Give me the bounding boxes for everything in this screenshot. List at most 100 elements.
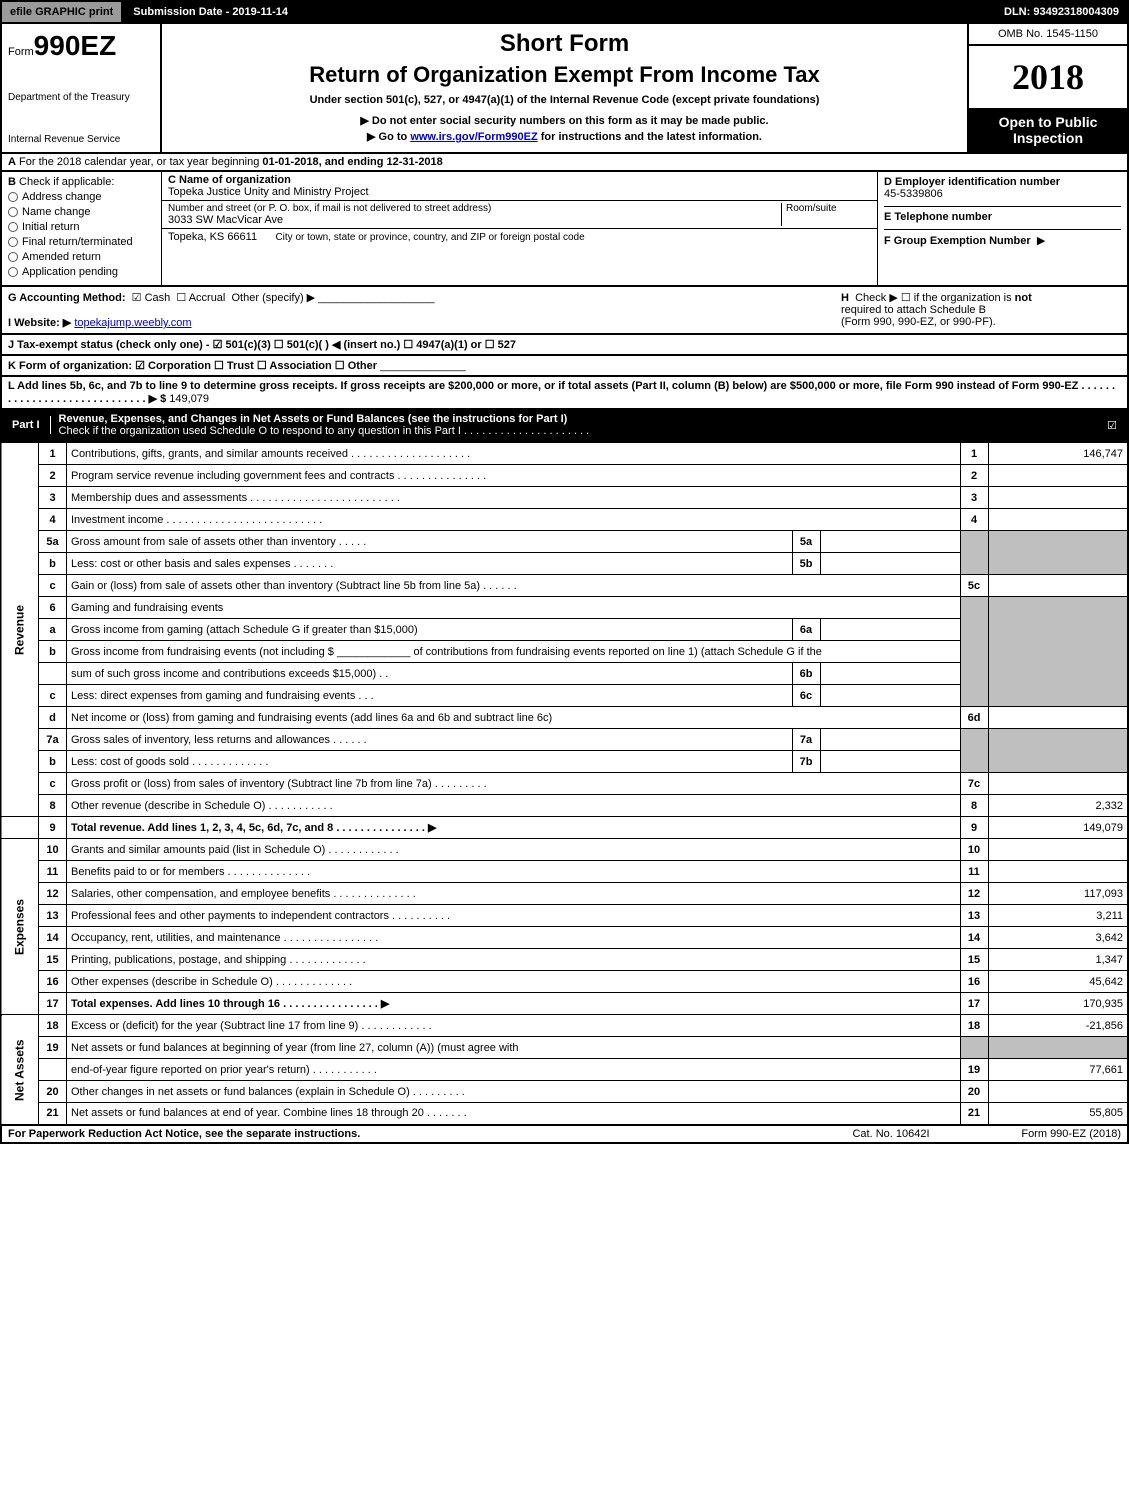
check-application-pending[interactable]: Application pending bbox=[8, 266, 155, 278]
ein-value: 45-5339806 bbox=[884, 188, 943, 200]
j-text: J Tax-exempt status (check only one) - ☑… bbox=[8, 339, 516, 351]
line-5a-desc: Gross amount from sale of assets other t… bbox=[67, 531, 793, 553]
part-1-check-text: Check if the organization used Schedule … bbox=[59, 425, 590, 437]
line-5c-num: c bbox=[39, 575, 67, 597]
grey-19 bbox=[960, 1037, 988, 1059]
line-5c-desc: Gain or (loss) from sale of assets other… bbox=[67, 575, 961, 597]
line-21-box: 21 bbox=[960, 1103, 988, 1125]
street-label: Number and street (or P. O. box, if mail… bbox=[168, 203, 781, 214]
form-code: 990EZ bbox=[34, 30, 117, 61]
org-name: Topeka Justice Unity and Ministry Projec… bbox=[168, 186, 369, 198]
side-revenue: Revenue bbox=[1, 443, 39, 817]
line-6d-val bbox=[988, 707, 1128, 729]
check-amended-return[interactable]: Amended return bbox=[8, 251, 155, 263]
line-17-num: 17 bbox=[39, 993, 67, 1015]
grey-7ab-v bbox=[988, 729, 1128, 773]
line-5b-num: b bbox=[39, 553, 67, 575]
line-11-box: 11 bbox=[960, 861, 988, 883]
line-11-num: 11 bbox=[39, 861, 67, 883]
irs-label: Internal Revenue Service bbox=[8, 133, 154, 146]
h-label: H bbox=[841, 292, 849, 304]
line-14-val: 3,642 bbox=[988, 927, 1128, 949]
circle-icon bbox=[8, 252, 18, 262]
line-6a-num: a bbox=[39, 619, 67, 641]
f-group-label: F Group Exemption Number bbox=[884, 235, 1031, 247]
efile-print-button[interactable]: efile GRAPHIC print bbox=[2, 2, 123, 22]
tax-year-end: 12-31-2018 bbox=[387, 156, 443, 168]
website-link[interactable]: topekajump.weebly.com bbox=[74, 317, 191, 329]
line-19b-num bbox=[39, 1059, 67, 1081]
line-19-box: 19 bbox=[960, 1059, 988, 1081]
line-6b-pre: Gross income from fundraising events (no… bbox=[71, 646, 337, 658]
line-6a-mv bbox=[820, 619, 960, 641]
line-18-box: 18 bbox=[960, 1015, 988, 1037]
line-17-desc: Total expenses. Add lines 10 through 16 … bbox=[67, 993, 961, 1015]
line-15-box: 15 bbox=[960, 949, 988, 971]
line-1-val: 146,747 bbox=[988, 443, 1128, 465]
room-suite-label: Room/suite bbox=[786, 203, 871, 214]
line-13-box: 13 bbox=[960, 905, 988, 927]
tax-year-begin: 01-01-2018 bbox=[262, 156, 318, 168]
line-3-num: 3 bbox=[39, 487, 67, 509]
line-12-val: 117,093 bbox=[988, 883, 1128, 905]
part-1-checkbox[interactable]: ☑ bbox=[1097, 419, 1127, 432]
line-6c-mn: 6c bbox=[792, 685, 820, 707]
tax-year: 2018 bbox=[969, 46, 1127, 108]
grey-19-v bbox=[988, 1037, 1128, 1059]
circle-icon bbox=[8, 207, 18, 217]
k-text: K Form of organization: ☑ Corporation ☐ … bbox=[8, 360, 377, 372]
ssn-warning: ▶ Do not enter social security numbers o… bbox=[172, 114, 957, 127]
line-20-num: 20 bbox=[39, 1081, 67, 1103]
line-20-box: 20 bbox=[960, 1081, 988, 1103]
line-5c-val bbox=[988, 575, 1128, 597]
header-left: Form990EZ Department of the Treasury Int… bbox=[2, 24, 162, 152]
line-12-num: 12 bbox=[39, 883, 67, 905]
line-7a-mv bbox=[820, 729, 960, 751]
line-6b-post: of contributions from fundraising events… bbox=[410, 646, 822, 658]
line-6b-mv bbox=[820, 663, 960, 685]
check-final-return[interactable]: Final return/terminated bbox=[8, 236, 155, 248]
city-value: Topeka, KS 66611 bbox=[168, 231, 257, 243]
line-6-desc: Gaming and fundraising events bbox=[67, 597, 961, 619]
grey-7ab bbox=[960, 729, 988, 773]
circle-icon bbox=[8, 267, 18, 277]
line-5b-desc: Less: cost or other basis and sales expe… bbox=[67, 553, 793, 575]
line-16-desc: Other expenses (describe in Schedule O) … bbox=[67, 971, 961, 993]
line-10-desc: Grants and similar amounts paid (list in… bbox=[67, 839, 961, 861]
line-6c-num: c bbox=[39, 685, 67, 707]
line-6d-num: d bbox=[39, 707, 67, 729]
line-16-box: 16 bbox=[960, 971, 988, 993]
label-address-change: Address change bbox=[22, 191, 102, 203]
line-6d-desc: Net income or (loss) from gaming and fun… bbox=[67, 707, 961, 729]
form-prefix: Form bbox=[8, 46, 34, 58]
part-1-label: Part I bbox=[2, 416, 51, 434]
line-6c-mv bbox=[820, 685, 960, 707]
line-17-val: 170,935 bbox=[988, 993, 1128, 1015]
check-name-change[interactable]: Name change bbox=[8, 206, 155, 218]
g-cash: Cash bbox=[145, 292, 171, 304]
line-16-val: 45,642 bbox=[988, 971, 1128, 993]
check-address-change[interactable]: Address change bbox=[8, 191, 155, 203]
irs-link[interactable]: www.irs.gov/Form990EZ bbox=[410, 131, 537, 143]
h-text1: Check ▶ ☐ if the organization is bbox=[855, 292, 1015, 304]
circle-icon bbox=[8, 222, 18, 232]
open-public-1: Open to Public bbox=[973, 114, 1123, 130]
line-4-num: 4 bbox=[39, 509, 67, 531]
row-gh: G Accounting Method: ☑ Cash ☐ Accrual Ot… bbox=[0, 287, 1129, 335]
line-18-num: 18 bbox=[39, 1015, 67, 1037]
line-8-box: 8 bbox=[960, 795, 988, 817]
line-7b-mv bbox=[820, 751, 960, 773]
line-7c-desc: Gross profit or (loss) from sales of inv… bbox=[67, 773, 961, 795]
line-13-desc: Professional fees and other payments to … bbox=[67, 905, 961, 927]
check-initial-return[interactable]: Initial return bbox=[8, 221, 155, 233]
line-5a-mn: 5a bbox=[792, 531, 820, 553]
line-5a-mv bbox=[820, 531, 960, 553]
line-6d-box: 6d bbox=[960, 707, 988, 729]
street-row: Number and street (or P. O. box, if mail… bbox=[162, 201, 877, 229]
top-bar: efile GRAPHIC print Submission Date - 20… bbox=[0, 0, 1129, 24]
line-13-num: 13 bbox=[39, 905, 67, 927]
circle-icon bbox=[8, 237, 18, 247]
row-k-org-form: K Form of organization: ☑ Corporation ☐ … bbox=[0, 356, 1129, 377]
grey-5ab bbox=[960, 531, 988, 575]
label-a: A bbox=[8, 156, 16, 168]
